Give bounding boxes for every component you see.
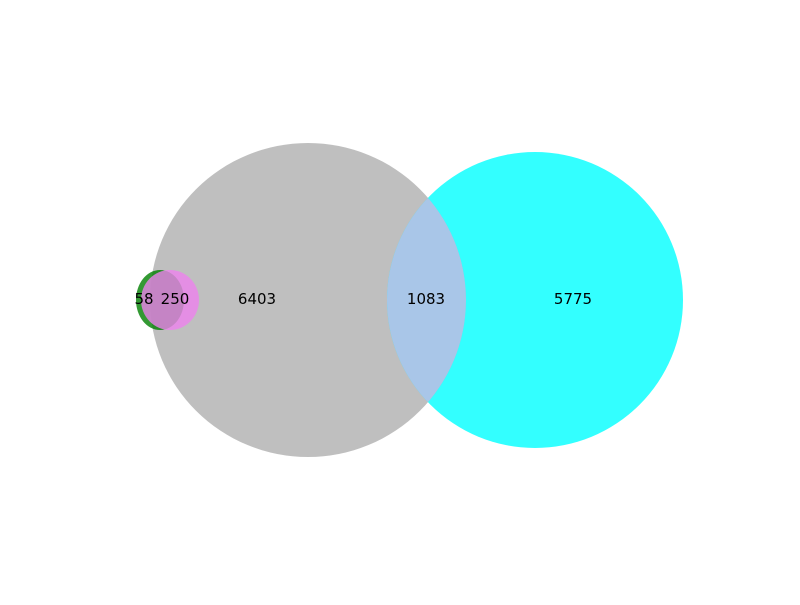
region-label-c-and-d: 1083 xyxy=(407,290,445,308)
region-label-d-only: 5775 xyxy=(554,290,592,308)
region-label-a-and-b: 250 xyxy=(161,290,190,308)
set-d-circle xyxy=(387,152,683,448)
region-label-a-only: 58 xyxy=(134,290,153,308)
region-label-c-only: 6403 xyxy=(238,290,276,308)
set-b-circle xyxy=(141,270,199,330)
set-c-circle xyxy=(150,143,466,457)
